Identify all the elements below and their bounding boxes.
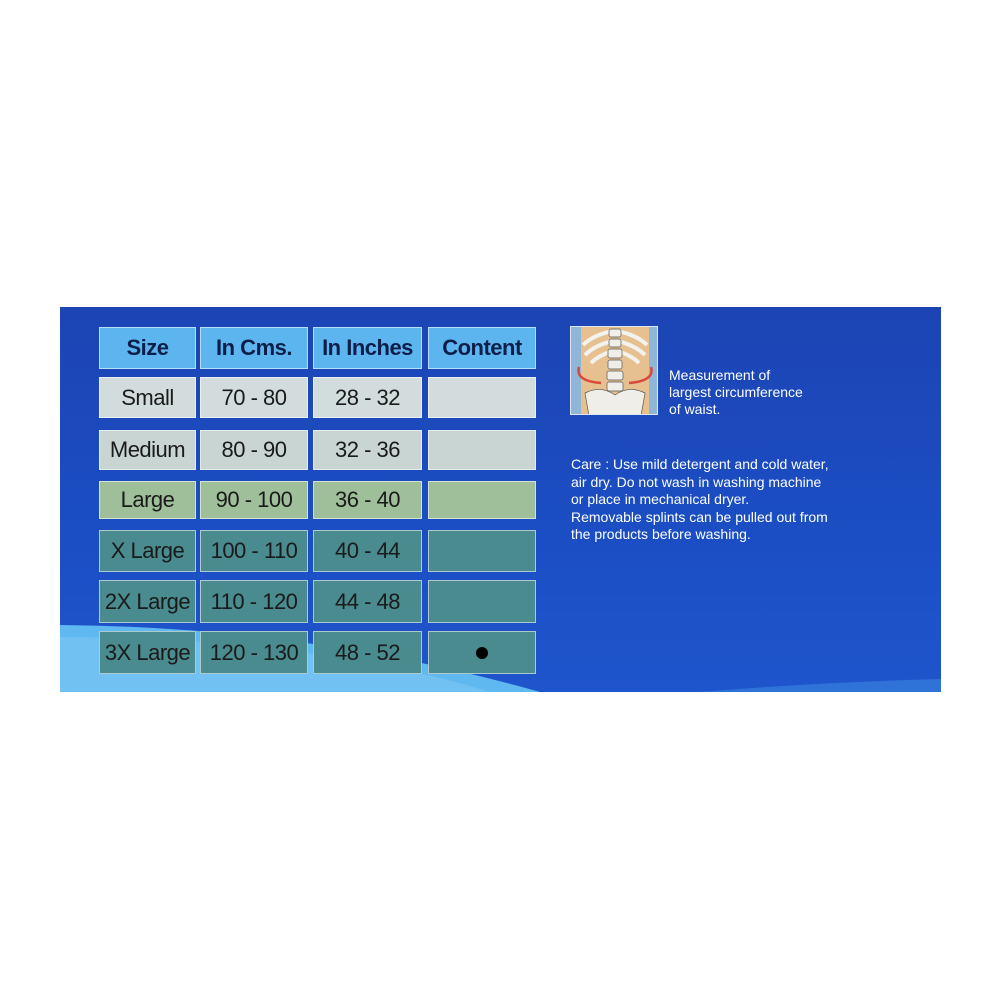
inches-cell: 28 - 32 — [313, 377, 422, 418]
measurement-line: Measurement of — [669, 367, 771, 383]
content-dot-icon — [476, 646, 488, 659]
size-cell: X Large — [99, 530, 196, 572]
cms-cell: 90 - 100 — [200, 481, 308, 519]
inches-cell: 32 - 36 — [313, 430, 422, 470]
header-cell: Content — [428, 327, 536, 369]
content-cell — [428, 631, 536, 674]
content-cell — [428, 580, 536, 623]
measurement-line: of waist. — [669, 401, 721, 417]
care-line: the products before washing. — [571, 526, 751, 542]
content-cell — [428, 530, 536, 572]
spine-waist-illustration — [570, 326, 658, 415]
header-cell: In Cms. — [200, 327, 308, 369]
care-line: Removable splints can be pulled out from — [571, 508, 828, 525]
care-instructions: Care : Use mild detergent and cold water… — [571, 456, 829, 544]
size-cell: 2X Large — [99, 580, 196, 623]
care-line: air dry. Do not wash in washing machine — [571, 473, 822, 490]
header-cell: Size — [99, 327, 196, 369]
content-cell — [428, 430, 536, 470]
size-chart-panel: Size In Cms. In Inches Content Small 70 - 80 2… — [60, 307, 941, 692]
content-cell — [428, 481, 536, 519]
size-cell: Large — [99, 481, 196, 519]
care-line: or place in mechanical dryer. — [571, 491, 750, 507]
inches-cell: 48 - 52 — [313, 631, 422, 674]
cms-cell: 110 - 120 — [200, 580, 308, 623]
measurement-line: largest circumference — [669, 384, 803, 400]
cms-cell: 70 - 80 — [200, 377, 308, 418]
content-cell — [428, 377, 536, 418]
measurement-note: Measurement of largest circumference of … — [669, 367, 803, 418]
care-line: Care : Use mild detergent and cold water… — [571, 456, 829, 472]
inches-cell: 36 - 40 — [313, 481, 422, 519]
size-cell: Small — [99, 377, 196, 418]
header-cell: In Inches — [313, 327, 422, 369]
inches-cell: 44 - 48 — [313, 580, 422, 623]
cms-cell: 120 - 130 — [200, 631, 308, 674]
size-cell: Medium — [99, 430, 196, 470]
inches-cell: 40 - 44 — [313, 530, 422, 572]
cms-cell: 80 - 90 — [200, 430, 308, 470]
cms-cell: 100 - 110 — [200, 530, 308, 572]
size-cell: 3X Large — [99, 631, 196, 674]
